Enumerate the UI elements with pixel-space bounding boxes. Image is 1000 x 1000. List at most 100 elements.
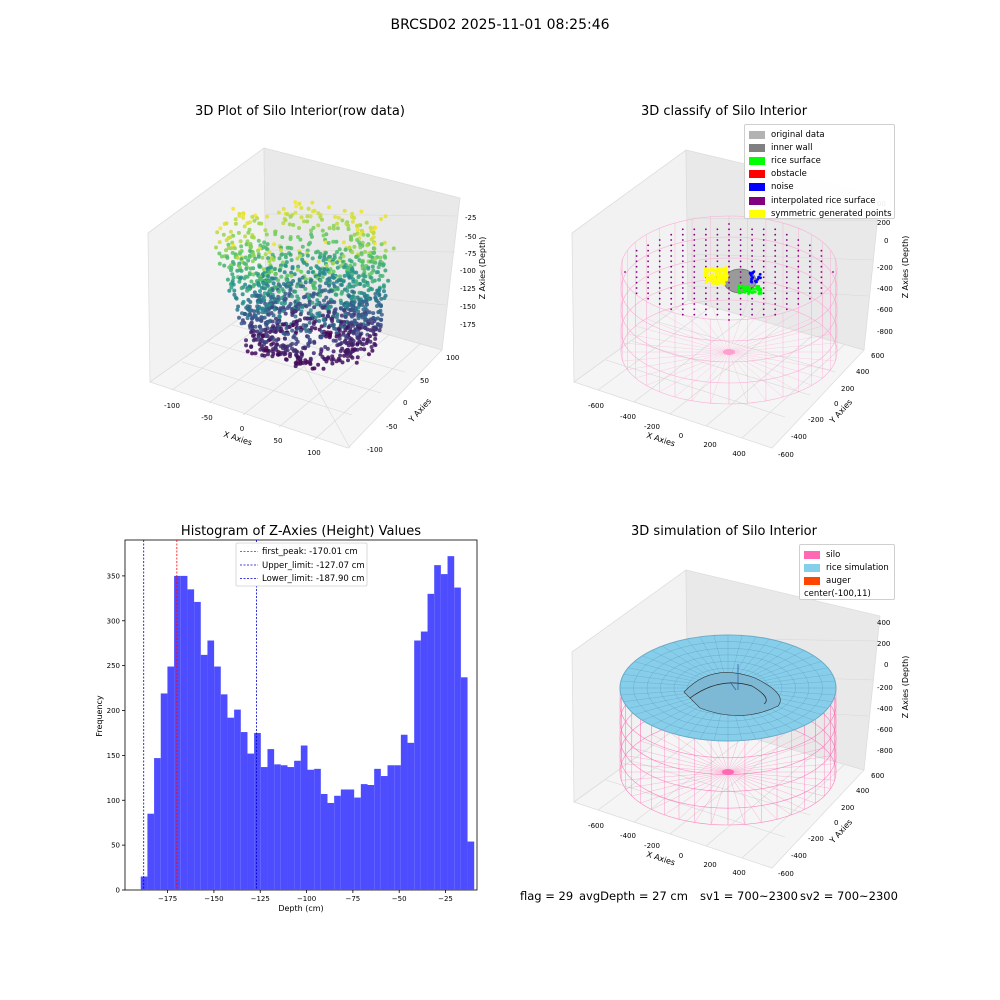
interpolated-point <box>624 271 626 273</box>
interpolated-point <box>762 255 765 257</box>
raw-point <box>358 282 363 286</box>
raw-point <box>299 215 304 220</box>
interpolated-point <box>739 297 742 300</box>
raw-point <box>303 286 308 291</box>
raw-point <box>360 303 365 307</box>
legend-item-auger: auger <box>804 574 890 587</box>
interpolated-point <box>670 249 673 252</box>
rice-surface-point <box>738 285 741 289</box>
classify-point-cloud <box>624 223 834 321</box>
histogram-bar <box>160 693 168 890</box>
raw-point <box>313 315 318 320</box>
raw-point <box>262 291 267 296</box>
histogram-ytick-label: 350 <box>107 572 120 580</box>
raw-point <box>239 286 244 291</box>
interpolated-point <box>728 239 730 241</box>
raw-point <box>293 314 298 319</box>
raw-point <box>279 301 284 306</box>
raw-point <box>363 249 368 254</box>
interpolated-point <box>751 265 753 268</box>
interpolated-point <box>635 271 638 273</box>
raw-point <box>276 352 281 357</box>
interpolated-point <box>797 292 800 295</box>
raw-point <box>341 254 346 259</box>
interpolated-point <box>739 303 742 305</box>
silo-floor-spoke <box>621 771 729 781</box>
raw-point <box>253 324 258 329</box>
raw-point <box>237 214 242 218</box>
raw-point <box>231 282 236 287</box>
histogram-xtick-label: −50 <box>392 895 407 903</box>
raw-point <box>381 263 386 268</box>
raw-point <box>245 274 250 279</box>
raw-point <box>337 333 342 338</box>
raw-point <box>304 304 309 309</box>
silo-floor-spoke <box>728 351 748 404</box>
histogram-bar <box>454 587 461 890</box>
raw-point <box>359 209 364 214</box>
rice-surface-point <box>747 291 751 295</box>
raw-point <box>288 214 293 219</box>
raw-point <box>293 289 298 294</box>
silo-floor-spoke <box>710 351 730 404</box>
raw-point <box>296 361 301 366</box>
interpolated-point <box>670 287 673 289</box>
sim-zlabel: Z Axies (Depth) <box>901 656 910 719</box>
raw-point <box>267 307 271 311</box>
raw-point <box>303 277 308 282</box>
raw-point <box>293 364 298 369</box>
raw-point <box>285 348 290 353</box>
interpolated-point <box>739 271 742 273</box>
raw-point <box>324 281 328 286</box>
legend-item-center: center(-100,11) <box>804 589 871 600</box>
raw-point <box>258 347 263 352</box>
raw-point <box>231 206 236 211</box>
raw-point <box>317 255 322 260</box>
interpolated-point <box>739 313 742 316</box>
histogram-bar <box>387 765 395 890</box>
raw-point <box>283 255 288 260</box>
histogram-bar <box>374 768 381 890</box>
interpolated-point <box>670 303 673 305</box>
raw-point <box>370 348 375 353</box>
raw-point <box>283 336 287 341</box>
raw-point <box>349 296 354 301</box>
interpolated-point <box>739 308 742 311</box>
histogram-chart: −175 −150 −125 −100 −75 −50 −25 0 50 100 150 200 250… <box>95 539 478 913</box>
interpolated-point <box>797 297 800 300</box>
raw-point <box>322 271 327 276</box>
raw-point <box>331 269 336 274</box>
raw-point <box>376 265 381 270</box>
simulation-rice-surface <box>619 634 837 742</box>
raw-point <box>332 284 337 289</box>
raw-point <box>266 274 271 279</box>
noise-point <box>756 278 759 281</box>
raw-point <box>260 310 265 315</box>
raw-point <box>249 279 254 284</box>
raw-point <box>321 313 325 318</box>
raw-point <box>274 316 278 321</box>
raw-point <box>307 302 312 307</box>
raw-point <box>321 233 326 238</box>
interpolated-point <box>809 281 811 284</box>
raw-point <box>305 316 310 321</box>
raw-point <box>373 343 378 348</box>
raw-point <box>324 334 329 339</box>
histogram-xtick-label: −25 <box>438 895 453 903</box>
histogram-bar <box>180 575 188 890</box>
interpolated-point <box>716 260 719 263</box>
interpolated-point <box>658 271 661 273</box>
raw-point <box>287 222 292 227</box>
raw-point <box>260 255 265 260</box>
raw-xtick: 50 <box>274 437 283 445</box>
interpolated-point <box>681 303 684 305</box>
raw-point <box>317 313 322 318</box>
raw-point <box>251 235 256 240</box>
interpolated-point <box>728 244 730 247</box>
raw-point <box>316 362 321 367</box>
status-flag: flag = 29 <box>520 889 574 903</box>
interpolated-point <box>762 308 765 311</box>
raw-point <box>355 224 359 228</box>
raw-ytick: 50 <box>420 377 429 385</box>
interpolated-point <box>728 276 730 279</box>
